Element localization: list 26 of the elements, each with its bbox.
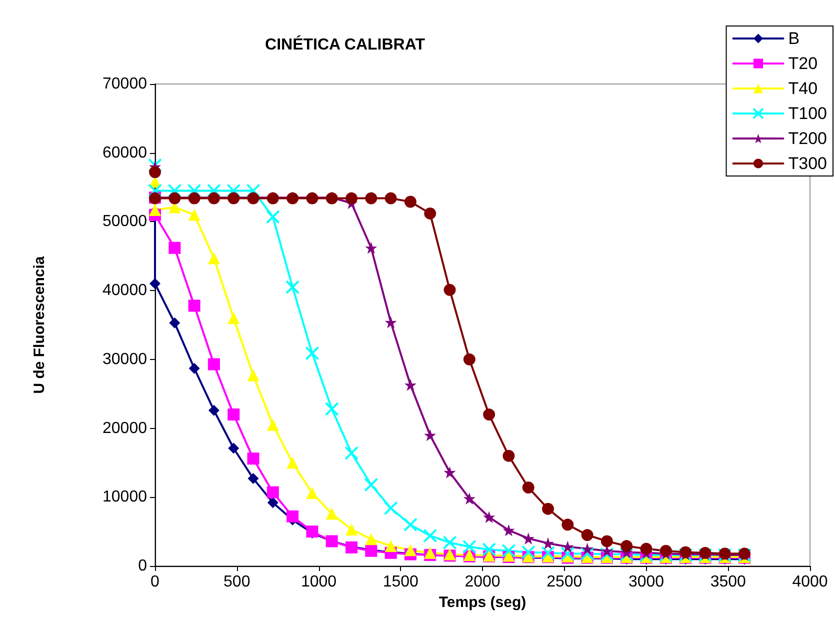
x-tick-label: 500	[224, 574, 250, 590]
y-tick-label: 40000	[102, 282, 148, 300]
x-tick-label: 3000	[628, 574, 664, 590]
x-tick-label: 1500	[382, 574, 419, 590]
y-tick-label: 0	[138, 558, 148, 574]
y-tick-label: 10000	[102, 488, 148, 506]
legend-label: T100	[788, 104, 827, 123]
x-tick-label: 0	[150, 574, 160, 590]
y-tick-label: 50000	[102, 213, 148, 230]
y-tick-label: 70000	[102, 76, 148, 92]
x-tick-label: 2000	[464, 574, 500, 590]
x-axis-title: Temps (seg)	[438, 594, 526, 611]
legend-label: B	[788, 29, 800, 48]
chart-title: CINÉTICA CALIBRAT	[265, 34, 426, 54]
legend-label: T40	[788, 79, 818, 98]
legend-label: T300	[788, 154, 827, 173]
legend-label: T20	[788, 54, 818, 73]
y-tick-label: 20000	[102, 420, 148, 437]
y-tick-label: 30000	[102, 350, 148, 368]
y-axis-title: U de Fluorescencia	[31, 256, 48, 394]
y-tick-label: 60000	[102, 144, 148, 162]
x-tick-label: 4000	[792, 574, 828, 590]
x-tick-label: 2500	[546, 574, 582, 590]
x-tick-label: 3500	[710, 574, 746, 590]
x-tick-label: 1000	[300, 574, 337, 590]
legend-label: T200	[788, 129, 827, 148]
